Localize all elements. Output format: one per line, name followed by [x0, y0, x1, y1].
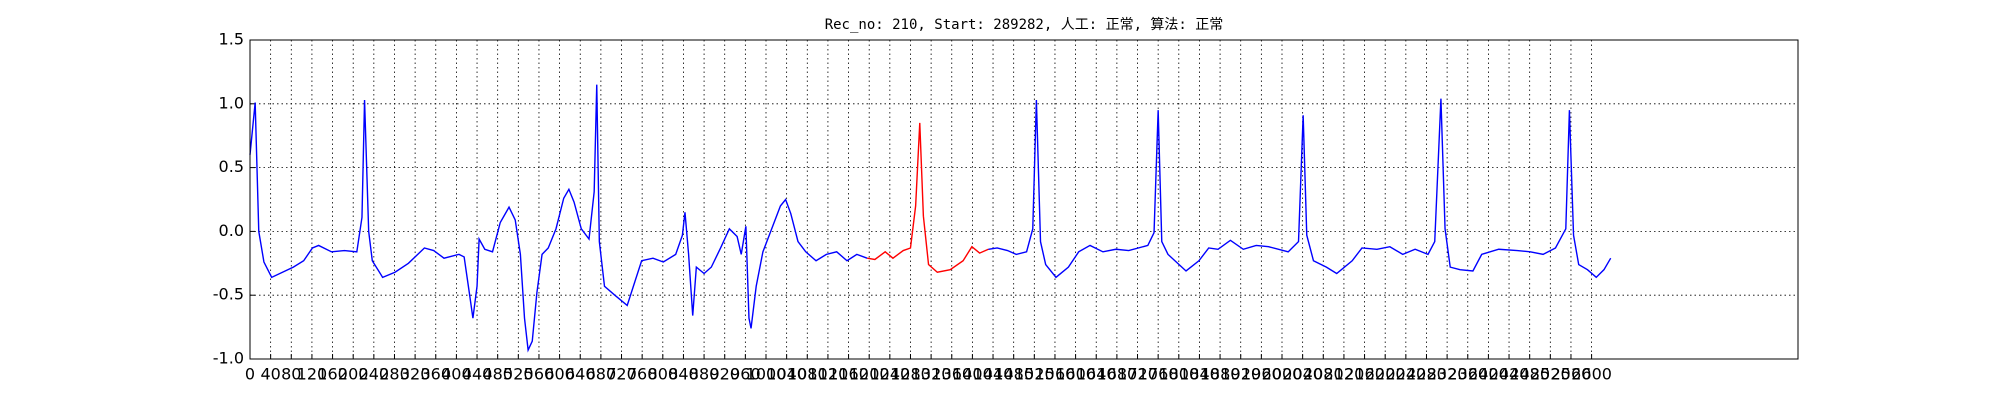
y-tick-label: 1.5 — [219, 30, 244, 49]
x-tick-label: 1120 — [808, 365, 849, 384]
x-tick-label: 1400 — [952, 365, 993, 384]
x-tick-label: 1600 — [1055, 365, 1096, 384]
x-tick-label: 2600 — [1571, 365, 1612, 384]
x-tick-label: 1240 — [869, 365, 910, 384]
x-tick-label: 2360 — [1447, 365, 1488, 384]
x-tick-label: 360 — [420, 365, 451, 384]
chart-title: Rec_no: 210, Start: 289282, 人工: 正常, 算法: … — [825, 17, 1224, 33]
x-tick-label: 1560 — [1035, 365, 1076, 384]
x-tick-label: 2000 — [1262, 365, 1303, 384]
x-tick-label: 2040 — [1282, 365, 1323, 384]
y-tick-label: -1.0 — [213, 349, 244, 368]
x-tick-label: 680 — [586, 365, 617, 384]
x-tick-label: 240 — [359, 365, 390, 384]
x-tick-label: 2520 — [1530, 365, 1571, 384]
x-tick-label: 120 — [297, 365, 328, 384]
x-tick-label: 1840 — [1179, 365, 1220, 384]
x-tick-label: 2160 — [1344, 365, 1385, 384]
x-tick-label: 1040 — [766, 365, 807, 384]
x-tick-label: 440 — [462, 365, 493, 384]
x-tick-label: 1880 — [1200, 365, 1241, 384]
x-tick-label: 1280 — [890, 365, 931, 384]
x-tick-label: 2200 — [1365, 365, 1406, 384]
x-tick-label: 2400 — [1468, 365, 1509, 384]
x-tick-label: 2320 — [1427, 365, 1468, 384]
x-tick-label: 920 — [709, 365, 740, 384]
x-tick-label: 1960 — [1241, 365, 1282, 384]
x-tick-label: 880 — [689, 365, 720, 384]
x-tick-label: 1680 — [1097, 365, 1138, 384]
x-tick-label: 1720 — [1117, 365, 1158, 384]
x-tick-label: 480 — [482, 365, 513, 384]
x-tick-label: 1520 — [1014, 365, 1055, 384]
x-tick-label: 1080 — [787, 365, 828, 384]
x-tick-label: 40 — [260, 365, 280, 384]
x-tick-label: 2280 — [1406, 365, 1447, 384]
ecg-line — [988, 98, 1612, 279]
y-tick-label: 1.0 — [219, 93, 244, 112]
x-tick-label: 840 — [668, 365, 699, 384]
x-tick-label: 1440 — [973, 365, 1014, 384]
y-tick-label: -0.5 — [213, 285, 244, 304]
x-tick-label: 1920 — [1220, 365, 1261, 384]
x-tick-label: 960 — [730, 365, 761, 384]
x-tick-label: 2480 — [1509, 365, 1550, 384]
x-tick-label: 720 — [606, 365, 637, 384]
y-tick-label: 0.0 — [219, 221, 244, 240]
x-tick-label: 400 — [441, 365, 472, 384]
x-tick-label: 1320 — [911, 365, 952, 384]
x-tick-label: 2120 — [1324, 365, 1365, 384]
x-tick-label: 2240 — [1385, 365, 1426, 384]
x-tick-label: 280 — [379, 365, 410, 384]
x-tick-label: 1160 — [828, 365, 869, 384]
plot-frame — [249, 39, 1799, 360]
x-tick-label: 1760 — [1138, 365, 1179, 384]
x-tick-label: 760 — [627, 365, 658, 384]
x-tick-label: 600 — [544, 365, 575, 384]
x-tick-label: 2080 — [1303, 365, 1344, 384]
x-tick-label: 640 — [565, 365, 596, 384]
x-tick-label: 320 — [400, 365, 431, 384]
x-tick-label: 200 — [338, 365, 369, 384]
x-tick-label: 1000 — [746, 365, 787, 384]
x-tick-label: 1640 — [1076, 365, 1117, 384]
x-tick-label: 2560 — [1551, 365, 1592, 384]
ecg-line — [249, 84, 868, 353]
x-tick-label: 80 — [281, 365, 301, 384]
x-tick-label: 1800 — [1158, 365, 1199, 384]
x-tick-label: 520 — [503, 365, 534, 384]
x-tick-label: 1480 — [993, 365, 1034, 384]
x-tick-label: 1360 — [931, 365, 972, 384]
x-tick-label: 2440 — [1489, 365, 1530, 384]
x-tick-label: 560 — [524, 365, 555, 384]
ecg-line — [867, 122, 989, 273]
x-tick-label: 0 — [245, 365, 255, 384]
x-tick-label: 800 — [648, 365, 679, 384]
x-tick-label: 1200 — [849, 365, 890, 384]
y-tick-label: 0.5 — [219, 157, 244, 176]
x-tick-label: 160 — [317, 365, 348, 384]
